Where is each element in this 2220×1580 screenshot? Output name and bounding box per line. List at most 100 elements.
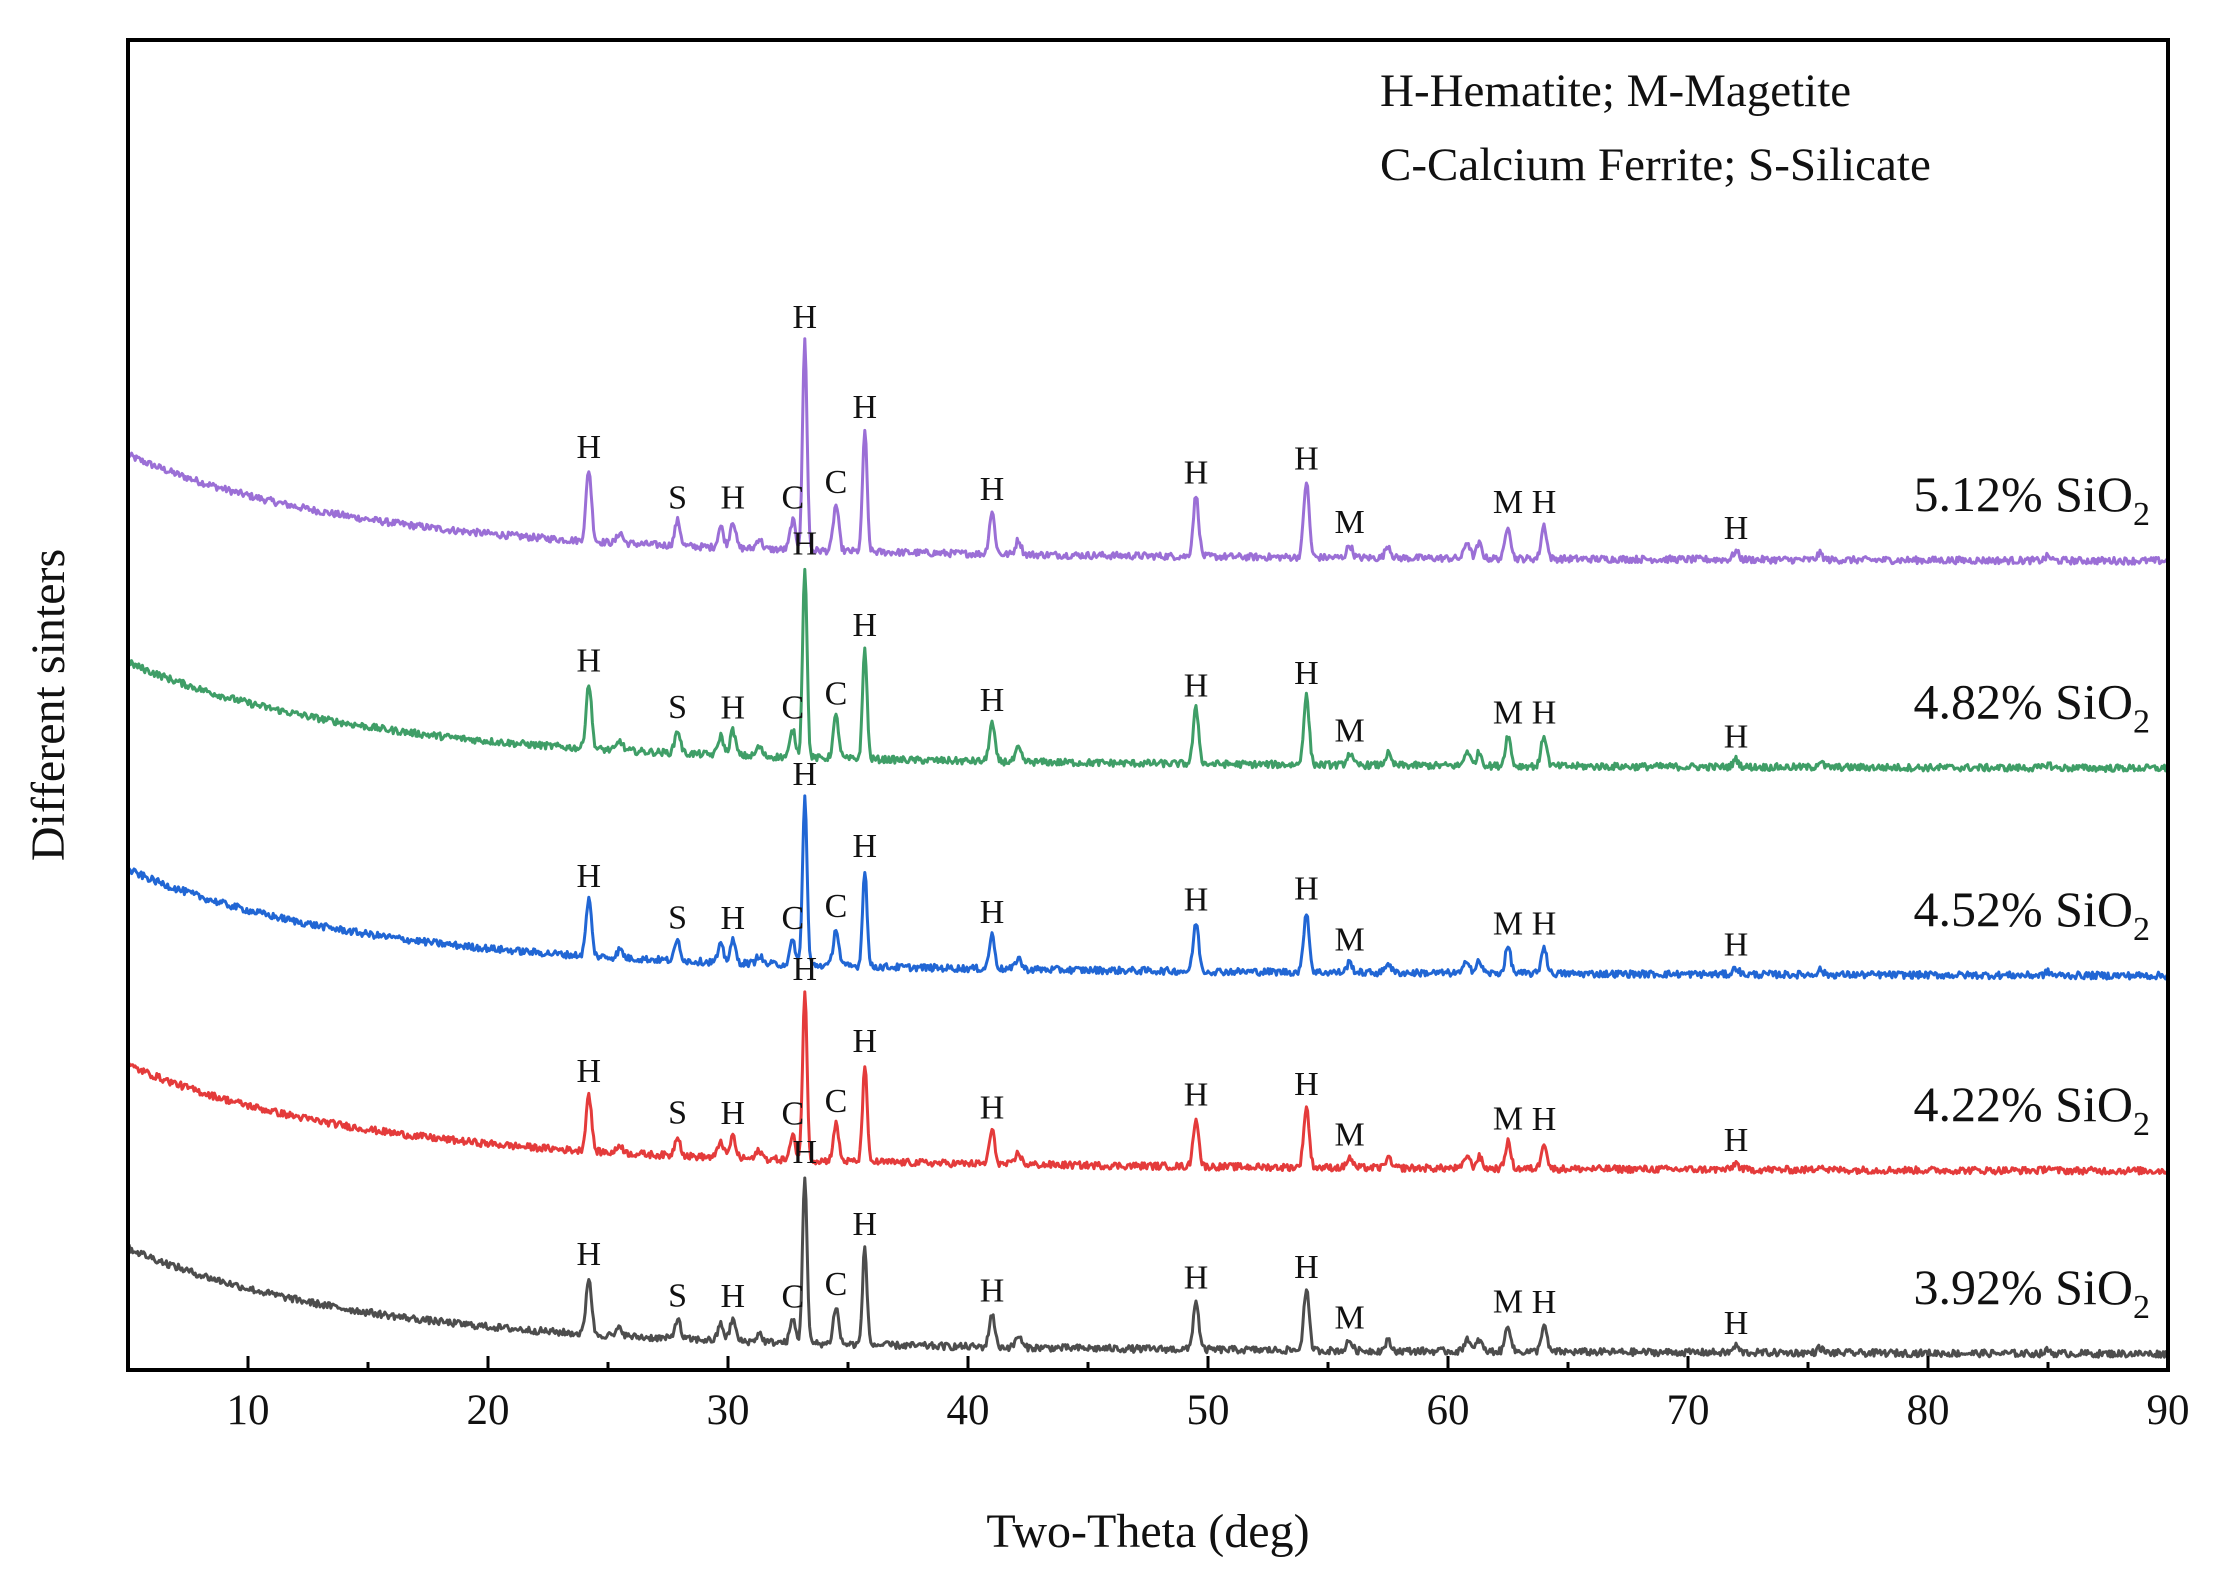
peak-label: M (1334, 713, 1364, 750)
series-label: 5.12% SiO2 (1914, 466, 2150, 533)
peak-label: C (825, 675, 848, 712)
peak-label: H (1724, 718, 1749, 755)
peak-label: M (1493, 1284, 1523, 1321)
peak-label: H (793, 1134, 818, 1171)
peak-label: H (853, 389, 878, 426)
peak-label: M (1334, 504, 1364, 541)
x-tick-label: 50 (1187, 1387, 1230, 1434)
peak-label: H (853, 1206, 878, 1243)
peak-label: H (853, 1023, 878, 1060)
peak-label: H (1294, 1249, 1319, 1286)
peak-label: H (980, 471, 1005, 508)
peak-label: H (577, 858, 602, 895)
plot-frame (126, 38, 2170, 1372)
peak-label: H (1724, 1122, 1749, 1159)
peak-label: H (1294, 871, 1319, 908)
peak-label: H (1532, 1284, 1557, 1321)
peak-label: H (980, 1272, 1005, 1309)
peak-label: H (1724, 1305, 1749, 1342)
peak-label: M (1493, 1101, 1523, 1138)
peak-label: H (1294, 441, 1319, 478)
peak-label: H (577, 429, 602, 466)
peak-label: H (1724, 927, 1749, 964)
peak-label: S (668, 689, 687, 726)
series-label-main: 3.92% SiO (1914, 1259, 2133, 1315)
peak-label: H (1184, 455, 1209, 492)
peak-label: H (721, 480, 746, 517)
peak-label: S (668, 480, 687, 517)
peak-label: H (721, 1278, 746, 1315)
peak-label: M (1493, 484, 1523, 521)
peak-label: H (1184, 667, 1209, 704)
x-tick-label: 90 (2147, 1387, 2190, 1434)
peak-label: H (1184, 1260, 1209, 1297)
legend-line-2: C-Calcium Ferrite; S-Silicate (1380, 139, 1931, 191)
series-label-subscript: 2 (2133, 703, 2150, 740)
peak-label: H (1532, 695, 1557, 732)
x-tick-label: 40 (947, 1387, 990, 1434)
series-label-subscript: 2 (2133, 1106, 2150, 1143)
peak-label: C (781, 1278, 804, 1315)
peak-label: M (1334, 1117, 1364, 1154)
peak-label: M (1334, 1300, 1364, 1337)
series-line (126, 567, 2170, 773)
series-label: 4.52% SiO2 (1914, 881, 2150, 948)
peak-label: H (980, 894, 1005, 931)
peak-label: H (980, 1089, 1005, 1126)
peak-label: C (781, 900, 804, 937)
peak-label: H (1184, 1077, 1209, 1114)
peak-label: H (577, 1053, 602, 1090)
peak-label: H (1532, 906, 1557, 943)
peak-label: C (825, 888, 848, 925)
legend: H-Hematite; M-Magetite C-Calcium Ferrite… (1380, 65, 1931, 191)
legend-line-1: H-Hematite; M-Magetite (1380, 65, 1851, 117)
series-label-subscript: 2 (2133, 1289, 2150, 1326)
peak-label: H (793, 299, 818, 336)
peak-label: C (825, 1083, 848, 1120)
peak-label: H (1532, 1101, 1557, 1138)
peak-label: H (853, 607, 878, 644)
series-line (127, 794, 2170, 981)
series-label-main: 4.52% SiO (1914, 881, 2133, 937)
peak-label: H (1294, 1066, 1319, 1103)
peak-label: H (980, 682, 1005, 719)
peak-label: S (668, 1095, 687, 1132)
peak-label: M (1334, 921, 1364, 958)
peak-label: H (721, 1095, 746, 1132)
series-label-main: 4.22% SiO (1914, 1076, 2133, 1132)
peak-label: H (793, 951, 818, 988)
x-tick-label: 10 (227, 1387, 270, 1434)
series-traces (126, 337, 2170, 1359)
series-line (126, 990, 2169, 1176)
peak-label: C (781, 479, 804, 516)
peak-label: H (853, 828, 878, 865)
peak-label: M (1493, 905, 1523, 942)
peak-label: H (793, 525, 818, 562)
x-tick-label: 80 (1907, 1387, 1950, 1434)
x-axis-title: Two-Theta (deg) (986, 1505, 1309, 1558)
series-label-main: 4.82% SiO (1914, 673, 2133, 729)
y-axis-title: Different sinters (22, 549, 75, 861)
peak-label: M (1493, 694, 1523, 731)
series-line (126, 337, 2170, 566)
peak-label: H (721, 689, 746, 726)
series-label: 4.82% SiO2 (1914, 673, 2150, 740)
series-label: 3.92% SiO2 (1914, 1259, 2150, 1326)
peak-label: C (781, 1095, 804, 1132)
peak-label: H (577, 1236, 602, 1273)
x-tick-label: 70 (1667, 1387, 1710, 1434)
peak-label: S (668, 899, 687, 936)
series-label-main: 5.12% SiO (1914, 466, 2133, 522)
peak-label: H (721, 900, 746, 937)
peak-label: H (577, 643, 602, 680)
x-tick-label: 30 (707, 1387, 750, 1434)
peak-label: C (825, 464, 848, 501)
peak-label: C (825, 1266, 848, 1303)
series-line (126, 1176, 2170, 1359)
peak-label: C (781, 689, 804, 726)
peak-label: H (793, 756, 818, 793)
peak-label: S (668, 1278, 687, 1315)
